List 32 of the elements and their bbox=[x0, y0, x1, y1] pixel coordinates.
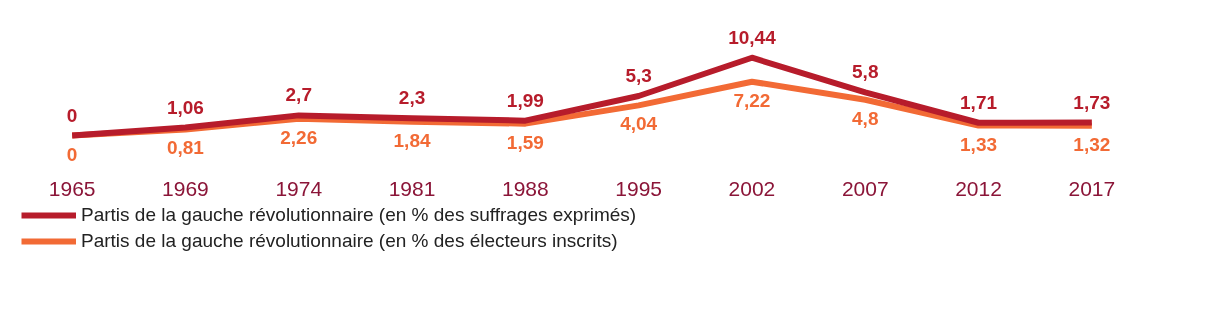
data-label: 5,8 bbox=[852, 61, 879, 83]
data-label: 1,06 bbox=[166, 96, 204, 118]
data-label: 1,71 bbox=[960, 91, 998, 113]
data-label: 7,22 bbox=[733, 89, 771, 111]
x-tick-label: 2002 bbox=[728, 176, 776, 200]
data-label: 1,32 bbox=[1073, 133, 1111, 155]
data-label: 2,3 bbox=[398, 87, 426, 109]
x-tick-label: 1969 bbox=[162, 176, 209, 200]
data-label: 1,59 bbox=[506, 131, 544, 153]
data-label: 0 bbox=[66, 143, 78, 165]
x-tick-label: 2017 bbox=[1068, 176, 1116, 200]
x-tick-label: 2007 bbox=[841, 176, 889, 200]
x-tick-label: 2012 bbox=[955, 176, 1002, 200]
x-tick-label: 1965 bbox=[48, 176, 96, 200]
legend-label: Partis de la gauche révolutionnaire (en % des électeurs inscrits) bbox=[81, 230, 618, 252]
data-label: 1,84 bbox=[393, 129, 431, 151]
legend-label: Partis de la gauche révolutionnaire (en % des suffrages exprimés) bbox=[81, 204, 637, 226]
data-label: 1,33 bbox=[960, 133, 998, 155]
data-label: 1,73 bbox=[1073, 91, 1111, 113]
data-label: 2,26 bbox=[280, 126, 318, 148]
data-label: 2,7 bbox=[285, 84, 312, 106]
data-label: 1,99 bbox=[506, 89, 544, 111]
data-label: 0,81 bbox=[166, 137, 205, 159]
x-tick-label: 1988 bbox=[501, 176, 549, 200]
data-label: 10,44 bbox=[728, 26, 777, 48]
x-tick-label: 1981 bbox=[388, 176, 436, 200]
data-label: 4,04 bbox=[620, 113, 658, 135]
x-tick-label: 1995 bbox=[615, 176, 663, 200]
x-tick-label: 1974 bbox=[275, 176, 323, 200]
data-label: 0 bbox=[66, 104, 78, 126]
data-label: 4,8 bbox=[852, 107, 879, 129]
data-label: 5,3 bbox=[625, 65, 652, 87]
